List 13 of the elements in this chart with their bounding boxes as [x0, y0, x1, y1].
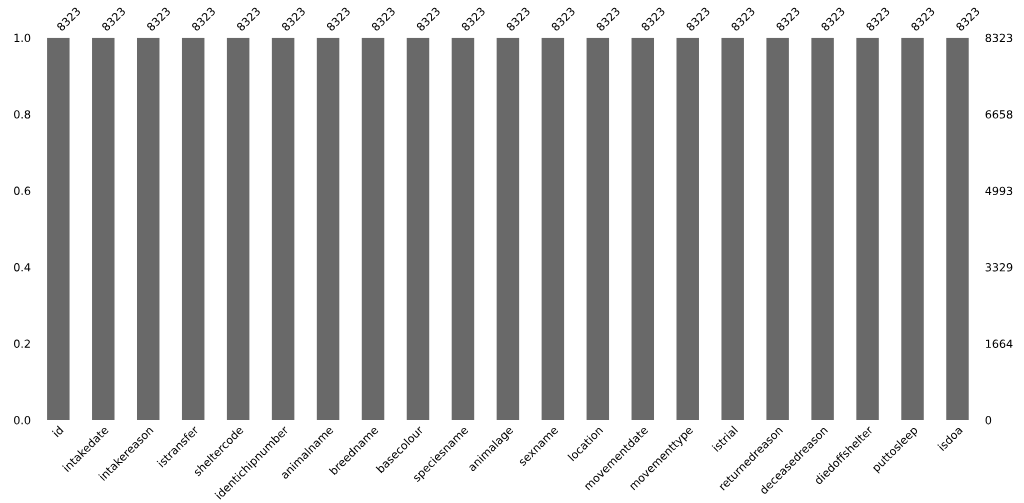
y-tick-label: 1.0: [14, 33, 31, 43]
y2-tick-label: 4993: [985, 186, 1013, 196]
y-tick-label: 0.4: [14, 263, 31, 272]
y-tick-label: 0.6: [14, 186, 31, 196]
y-tick-label: 0.8: [14, 110, 31, 119]
y2-tick-label: 0: [985, 415, 992, 425]
x-tick-label: id: [51, 425, 64, 438]
y2-tick-label: 1664: [986, 339, 1013, 348]
y2-tick-label: 8323: [985, 33, 1013, 43]
y2-tick-label: 3329: [985, 263, 1013, 272]
y-tick-label: 0.0: [14, 415, 31, 425]
y2-tick-label: 6658: [985, 110, 1013, 119]
y-tick-label: 0.2: [14, 339, 30, 348]
